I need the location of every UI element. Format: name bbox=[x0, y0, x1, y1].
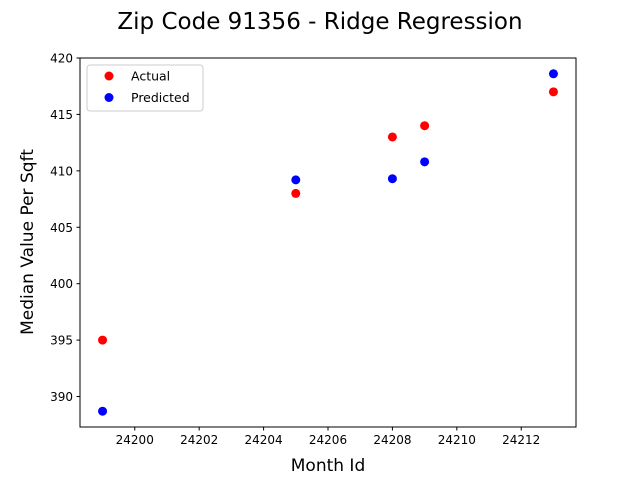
y-tick-label: 395 bbox=[50, 334, 73, 348]
data-points bbox=[98, 69, 558, 416]
actual-point bbox=[420, 121, 430, 131]
x-tick-label: 24206 bbox=[309, 433, 347, 447]
y-axis: 390 395 400 405 410 415 420 bbox=[50, 52, 80, 404]
legend-marker-predicted bbox=[104, 93, 114, 102]
chart-title: Zip Code 91356 - Ridge Regression bbox=[117, 9, 522, 35]
y-tick-label: 415 bbox=[50, 108, 73, 122]
actual-point bbox=[548, 87, 558, 97]
plot-area-frame bbox=[79, 57, 577, 428]
y-axis-title: Median Value Per Sqft bbox=[18, 149, 38, 335]
actual-point bbox=[98, 335, 108, 345]
legend-label-actual: Actual bbox=[131, 69, 170, 84]
legend-marker-actual bbox=[104, 71, 114, 81]
y-tick-label: 400 bbox=[50, 277, 73, 291]
legend-label-predicted: Predicted bbox=[131, 90, 190, 105]
x-tick-label: 24204 bbox=[244, 433, 282, 447]
y-tick-label: 410 bbox=[50, 164, 73, 178]
predicted-point bbox=[98, 406, 108, 416]
predicted-point bbox=[548, 69, 558, 79]
x-tick-label: 24210 bbox=[438, 433, 476, 447]
x-axis-title: Month Id bbox=[291, 456, 366, 476]
actual-point bbox=[291, 188, 301, 198]
legend: Actual Predicted bbox=[86, 64, 204, 112]
x-axis: 24200 24202 24204 24206 24208 24210 24212 bbox=[116, 427, 540, 447]
legend-box bbox=[86, 64, 204, 112]
x-tick-label: 24200 bbox=[116, 433, 154, 447]
x-tick-label: 24208 bbox=[373, 433, 411, 447]
actual-point bbox=[387, 132, 397, 142]
y-tick-label: 420 bbox=[50, 52, 73, 66]
x-tick-label: 24202 bbox=[180, 433, 218, 447]
predicted-point bbox=[291, 175, 301, 185]
predicted-point bbox=[420, 157, 430, 167]
y-tick-label: 390 bbox=[50, 390, 73, 404]
x-tick-label: 24212 bbox=[502, 433, 540, 447]
y-tick-label: 405 bbox=[50, 221, 73, 235]
predicted-point bbox=[387, 174, 397, 184]
